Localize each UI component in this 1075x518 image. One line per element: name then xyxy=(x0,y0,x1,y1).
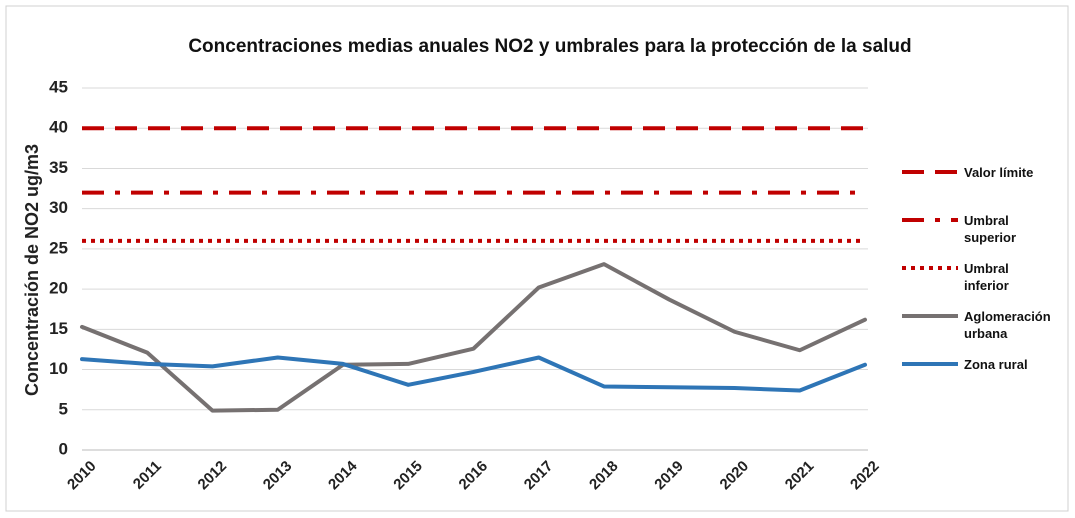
legend-item: Umbral inferior xyxy=(900,256,1070,304)
legend-swatch xyxy=(902,218,958,222)
y-axis-label: Concentración de NO2 ug/m3 xyxy=(22,144,42,396)
y-tick-label: 35 xyxy=(49,158,68,177)
x-tick-label: 2020 xyxy=(717,458,753,494)
chart-title: Concentraciones medias anuales NO2 y umb… xyxy=(188,36,912,57)
y-tick-label: 20 xyxy=(49,279,68,298)
legend-label: Aglomeración urbana xyxy=(964,309,1051,341)
x-tick-label: 2014 xyxy=(325,457,361,493)
legend: Valor límite Umbral superior Umbral inferi… xyxy=(900,160,1070,400)
legend-swatch xyxy=(902,314,958,318)
legend-swatch xyxy=(902,266,958,270)
y-tick-label: 45 xyxy=(49,77,68,96)
x-tick-label: 2011 xyxy=(130,458,165,493)
legend-item: Umbral superior xyxy=(900,208,1070,256)
x-tick-label: 2016 xyxy=(456,458,492,494)
series-line xyxy=(80,262,867,413)
y-tick-label: 10 xyxy=(49,359,68,378)
legend-label: Umbral inferior xyxy=(964,261,1009,293)
x-tick-label: 2010 xyxy=(64,458,100,494)
legend-swatch xyxy=(902,170,958,174)
x-tick-label: 2021 xyxy=(782,458,818,494)
y-tick-label: 15 xyxy=(49,319,68,338)
x-tick-label: 2013 xyxy=(260,458,296,494)
x-tick-label: 2018 xyxy=(586,458,622,494)
legend-item: Zona rural xyxy=(900,352,1070,400)
y-tick-label: 40 xyxy=(49,118,68,137)
legend-label: Valor límite xyxy=(964,165,1034,180)
x-tick-label: 2019 xyxy=(651,458,687,494)
y-tick-label: 25 xyxy=(49,238,68,257)
y-tick-label: 5 xyxy=(59,399,68,418)
legend-label: Umbral superior xyxy=(964,213,1017,245)
chart-border xyxy=(5,5,1069,512)
legend-item: Valor límite xyxy=(900,160,1070,208)
x-tick-label: 2017 xyxy=(521,458,557,494)
y-tick-label: 0 xyxy=(59,439,68,458)
x-tick-label: 2022 xyxy=(847,458,883,494)
x-tick-label: 2015 xyxy=(390,458,426,494)
series-line xyxy=(80,355,867,393)
legend-label: Zona rural xyxy=(964,357,1028,372)
legend-swatch xyxy=(902,362,958,366)
x-tick-label: 2012 xyxy=(195,458,231,494)
legend-item: Aglomeración urbana xyxy=(900,304,1070,352)
y-tick-label: 30 xyxy=(49,198,68,217)
